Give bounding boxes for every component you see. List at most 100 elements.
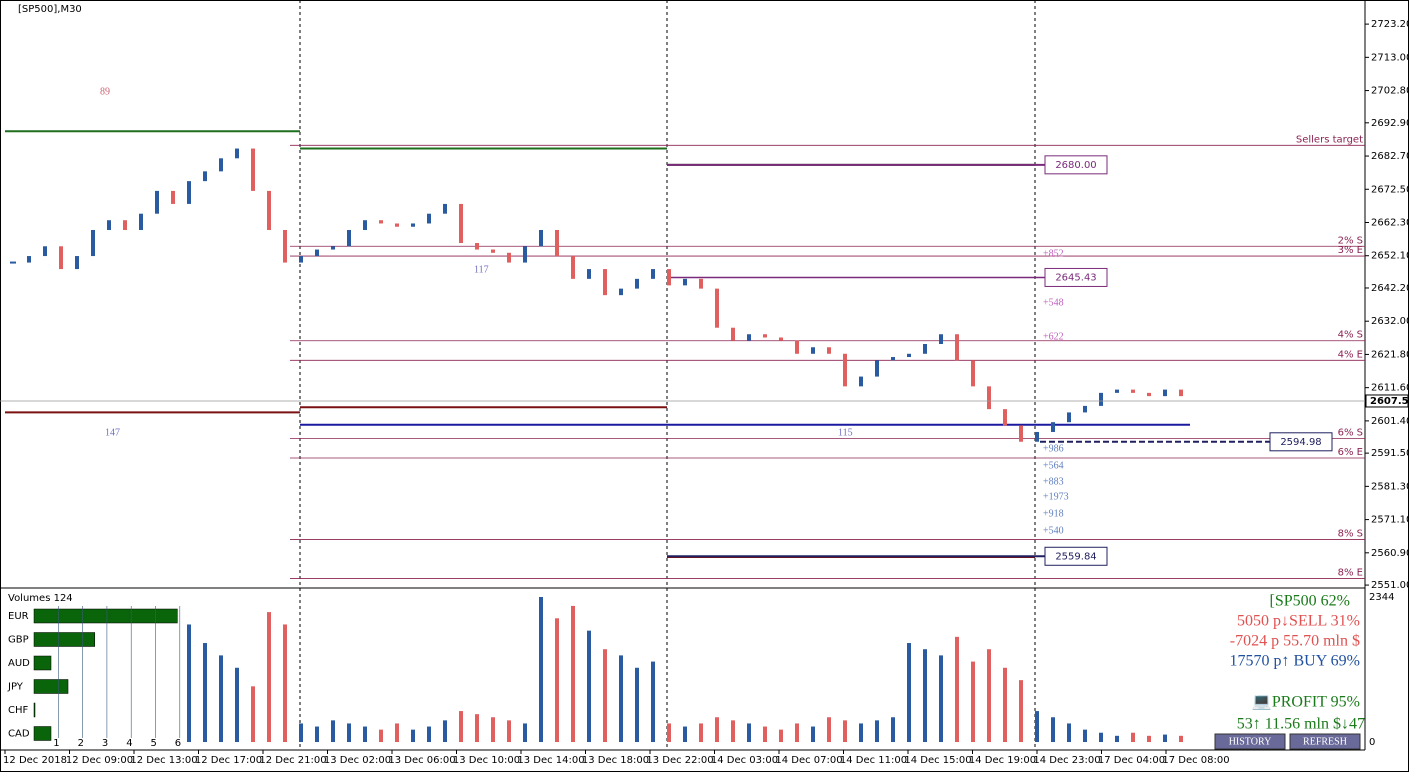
price-box-label: 2559.84 xyxy=(1055,551,1096,562)
candle-body xyxy=(811,347,815,354)
price-box-label: 2594.98 xyxy=(1280,437,1321,448)
strength-tick: 5 xyxy=(151,738,157,749)
candle-body xyxy=(123,220,127,230)
candle-body xyxy=(555,229,559,257)
volume-bar xyxy=(1003,667,1007,742)
volume-bar xyxy=(747,723,751,742)
last-price-label: 2607.51 xyxy=(1370,396,1409,407)
volume-bar xyxy=(507,720,511,742)
volume-bar xyxy=(779,729,783,742)
volume-bar xyxy=(1115,735,1119,742)
candle-body xyxy=(43,246,47,257)
y-tick-label: 2642.20 xyxy=(1371,283,1409,294)
candle-body xyxy=(491,249,495,253)
volume-bar xyxy=(827,717,831,742)
y-tick-label: 2632.00 xyxy=(1371,316,1409,327)
volume-bar xyxy=(795,723,799,742)
level-label: Sellers target xyxy=(1296,134,1363,145)
y-tick-label: 2601.40 xyxy=(1371,416,1409,427)
candle-body xyxy=(187,181,191,204)
volume-tick-label: 2344 xyxy=(1369,592,1394,603)
price-box xyxy=(1044,267,1108,287)
arrow-note: 89 xyxy=(100,86,110,97)
candle-body xyxy=(699,278,703,289)
volume-bar xyxy=(731,720,735,742)
profit-note: +986 xyxy=(1043,443,1064,454)
candle-body xyxy=(1083,405,1087,413)
level-label: 4% S xyxy=(1338,330,1363,341)
candle-body xyxy=(427,213,431,224)
x-tick-label: 13 Dec 14:00 xyxy=(517,755,584,766)
profit-note: +1973 xyxy=(1043,491,1069,502)
volume-bar xyxy=(1163,734,1167,742)
x-tick-label: 14 Dec 15:00 xyxy=(904,755,971,766)
volume-title: Volumes 124 xyxy=(8,593,73,604)
volume-bar xyxy=(523,723,527,742)
volume-bar xyxy=(251,686,255,742)
candle-body xyxy=(395,223,399,227)
candle-body xyxy=(1067,412,1071,423)
button[interactable] xyxy=(1214,733,1286,750)
candle-body xyxy=(923,344,927,354)
candle-body xyxy=(91,229,95,257)
profit-note: +548 xyxy=(1043,297,1064,308)
volume-bar xyxy=(635,667,639,742)
currency-panel xyxy=(2,604,184,748)
strength-bar xyxy=(33,702,36,718)
y-tick-label: 2591.50 xyxy=(1371,448,1409,459)
candle-body xyxy=(283,229,287,263)
strength-tick: 4 xyxy=(126,738,132,749)
candle-body xyxy=(59,246,63,270)
candle-body xyxy=(603,269,607,296)
volume-bar xyxy=(363,726,367,742)
volume-bar xyxy=(395,723,399,742)
currency-label: GBP xyxy=(8,635,29,646)
candle-body xyxy=(795,340,799,354)
button[interactable] xyxy=(1289,733,1361,750)
candle-body xyxy=(971,360,975,387)
volume-bar xyxy=(475,714,479,742)
y-tick-label: 2692.90 xyxy=(1371,118,1409,129)
y-tick-label: 2621.80 xyxy=(1371,349,1409,360)
y-tick-label: 2723.20 xyxy=(1371,19,1409,30)
candle-body xyxy=(587,269,591,279)
currency-label: CAD xyxy=(8,729,30,740)
candle-body xyxy=(1131,389,1135,393)
volume-tick-label: 0 xyxy=(1369,737,1375,748)
candle-body xyxy=(459,203,463,244)
candle-body xyxy=(731,327,735,341)
volume-bar xyxy=(267,612,271,742)
info-line: 💻PROFIT 95% xyxy=(1252,694,1360,711)
button-label[interactable]: HISTORY xyxy=(1229,736,1272,747)
volume-bar xyxy=(235,667,239,742)
x-tick-label: 12 Dec 21:00 xyxy=(259,755,326,766)
candle-body xyxy=(379,220,383,224)
volume-bar xyxy=(331,720,335,742)
info-line: -7024 p 55.70 mln $ xyxy=(1230,633,1360,650)
strength-tick: 3 xyxy=(102,738,108,749)
strength-bar xyxy=(33,632,95,647)
candle-body xyxy=(779,337,783,341)
button-label[interactable]: REFRESH xyxy=(1303,736,1347,747)
price-box xyxy=(1269,432,1333,452)
candle-body xyxy=(411,223,415,227)
candle-body xyxy=(939,334,943,345)
candle-body xyxy=(299,256,303,263)
chart-title: [SP500],M30 xyxy=(18,4,82,15)
volume-bar xyxy=(971,661,975,742)
volume-bar xyxy=(491,717,495,742)
strength-tick: 2 xyxy=(78,738,84,749)
profit-note: +622 xyxy=(1043,331,1064,342)
candle-body xyxy=(1019,425,1023,442)
candle-body xyxy=(715,288,719,328)
volume-bar xyxy=(299,723,303,742)
y-tick-label: 2560.90 xyxy=(1371,548,1409,559)
volume-bar xyxy=(1067,723,1071,742)
volume-bar xyxy=(1179,735,1183,742)
volume-bar xyxy=(427,726,431,742)
candle-body xyxy=(155,190,159,214)
level-label: 3% E xyxy=(1338,245,1363,256)
candle-body xyxy=(875,360,879,377)
volume-bar xyxy=(763,726,767,742)
